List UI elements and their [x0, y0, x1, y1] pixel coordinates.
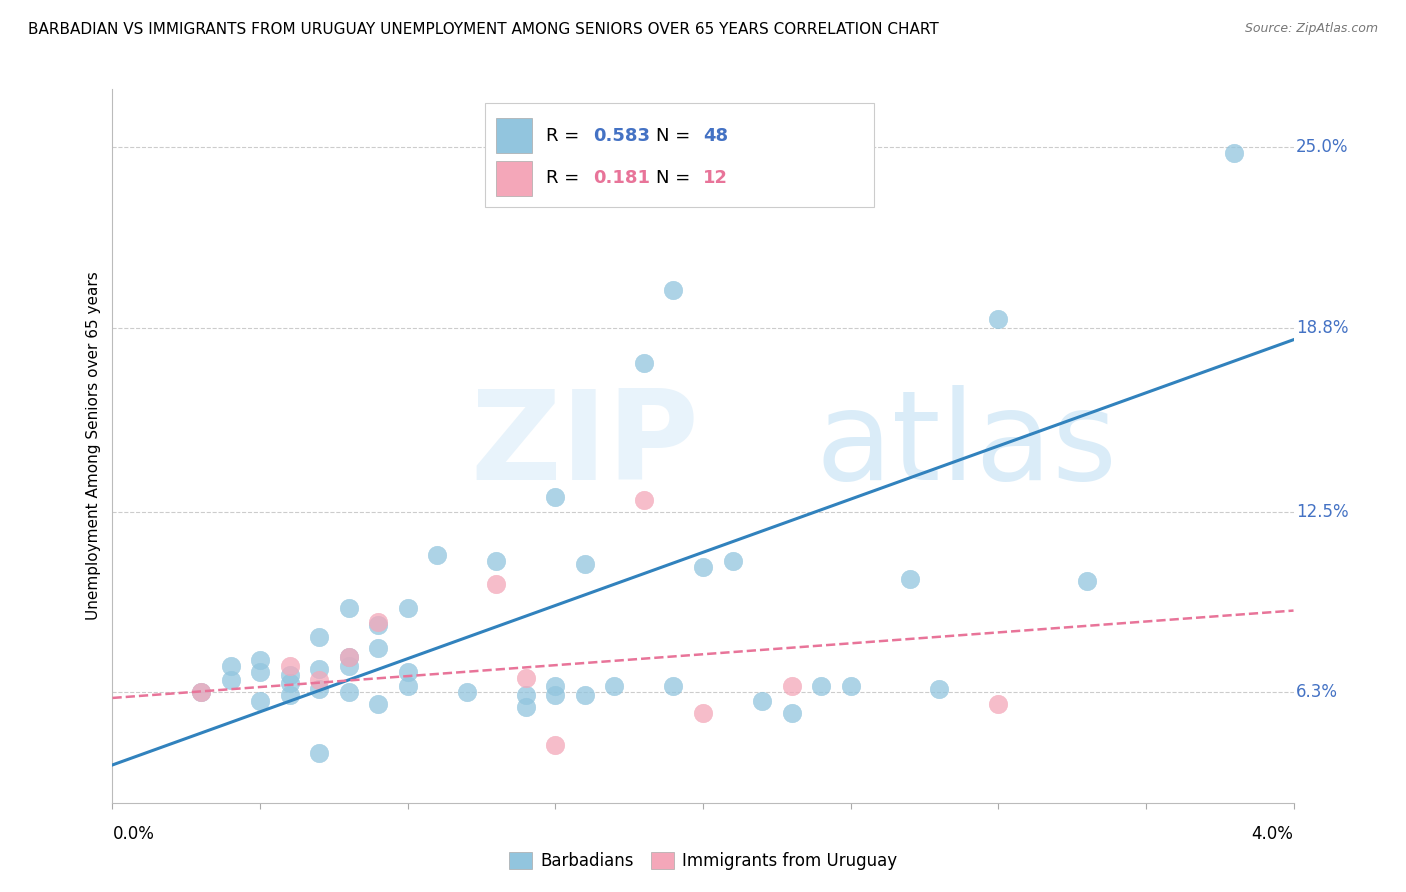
- Point: [574, 557, 596, 571]
- FancyBboxPatch shape: [485, 103, 875, 207]
- Point: [751, 694, 773, 708]
- Point: [544, 688, 567, 702]
- Point: [249, 694, 271, 708]
- Point: [249, 665, 271, 679]
- Text: ZIP: ZIP: [471, 385, 699, 507]
- Text: 6.3%: 6.3%: [1296, 683, 1339, 701]
- Point: [839, 679, 862, 693]
- Point: [249, 653, 271, 667]
- Point: [396, 600, 419, 615]
- Point: [396, 665, 419, 679]
- Point: [1223, 146, 1246, 161]
- Point: [898, 572, 921, 586]
- Point: [337, 650, 360, 665]
- Point: [219, 659, 242, 673]
- Point: [662, 679, 685, 693]
- Point: [662, 283, 685, 297]
- Point: [308, 682, 330, 697]
- Point: [721, 554, 744, 568]
- Point: [308, 673, 330, 688]
- Point: [780, 706, 803, 720]
- Point: [278, 688, 301, 702]
- Text: R =: R =: [546, 169, 585, 187]
- Legend: Barbadians, Immigrants from Uruguay: Barbadians, Immigrants from Uruguay: [502, 845, 904, 877]
- Point: [308, 630, 330, 644]
- Text: Source: ZipAtlas.com: Source: ZipAtlas.com: [1244, 22, 1378, 36]
- Text: 12.5%: 12.5%: [1296, 502, 1348, 521]
- Text: 0.0%: 0.0%: [112, 825, 155, 843]
- Point: [544, 490, 567, 504]
- Point: [367, 618, 389, 632]
- Point: [485, 577, 508, 591]
- Point: [367, 641, 389, 656]
- Point: [633, 492, 655, 507]
- Text: 0.583: 0.583: [593, 127, 650, 145]
- Point: [987, 697, 1010, 711]
- Point: [515, 699, 537, 714]
- Point: [810, 679, 832, 693]
- Point: [987, 312, 1010, 326]
- Point: [337, 659, 360, 673]
- Text: N =: N =: [655, 169, 696, 187]
- Text: 48: 48: [703, 127, 728, 145]
- Text: N =: N =: [655, 127, 696, 145]
- FancyBboxPatch shape: [496, 118, 531, 153]
- Point: [190, 685, 212, 699]
- Point: [692, 706, 714, 720]
- Point: [603, 679, 626, 693]
- Point: [692, 560, 714, 574]
- Point: [337, 650, 360, 665]
- Point: [337, 600, 360, 615]
- Point: [1076, 574, 1098, 589]
- Point: [367, 615, 389, 630]
- Point: [456, 685, 478, 699]
- FancyBboxPatch shape: [496, 161, 531, 196]
- Point: [308, 662, 330, 676]
- Point: [190, 685, 212, 699]
- Point: [278, 676, 301, 690]
- Point: [544, 679, 567, 693]
- Point: [544, 738, 567, 752]
- Text: BARBADIAN VS IMMIGRANTS FROM URUGUAY UNEMPLOYMENT AMONG SENIORS OVER 65 YEARS CO: BARBADIAN VS IMMIGRANTS FROM URUGUAY UNE…: [28, 22, 939, 37]
- Point: [219, 673, 242, 688]
- Point: [633, 356, 655, 370]
- Text: 18.8%: 18.8%: [1296, 319, 1348, 337]
- Point: [485, 554, 508, 568]
- Point: [337, 685, 360, 699]
- Text: R =: R =: [546, 127, 585, 145]
- Point: [308, 746, 330, 760]
- Point: [278, 659, 301, 673]
- Y-axis label: Unemployment Among Seniors over 65 years: Unemployment Among Seniors over 65 years: [86, 272, 101, 620]
- Point: [515, 688, 537, 702]
- Text: atlas: atlas: [815, 385, 1118, 507]
- Point: [396, 679, 419, 693]
- Point: [928, 682, 950, 697]
- Text: 12: 12: [703, 169, 728, 187]
- Point: [278, 667, 301, 681]
- Point: [515, 671, 537, 685]
- Point: [780, 679, 803, 693]
- Point: [426, 548, 449, 562]
- Text: 4.0%: 4.0%: [1251, 825, 1294, 843]
- Text: 0.181: 0.181: [593, 169, 650, 187]
- Point: [574, 688, 596, 702]
- Point: [367, 697, 389, 711]
- Text: 25.0%: 25.0%: [1296, 138, 1348, 156]
